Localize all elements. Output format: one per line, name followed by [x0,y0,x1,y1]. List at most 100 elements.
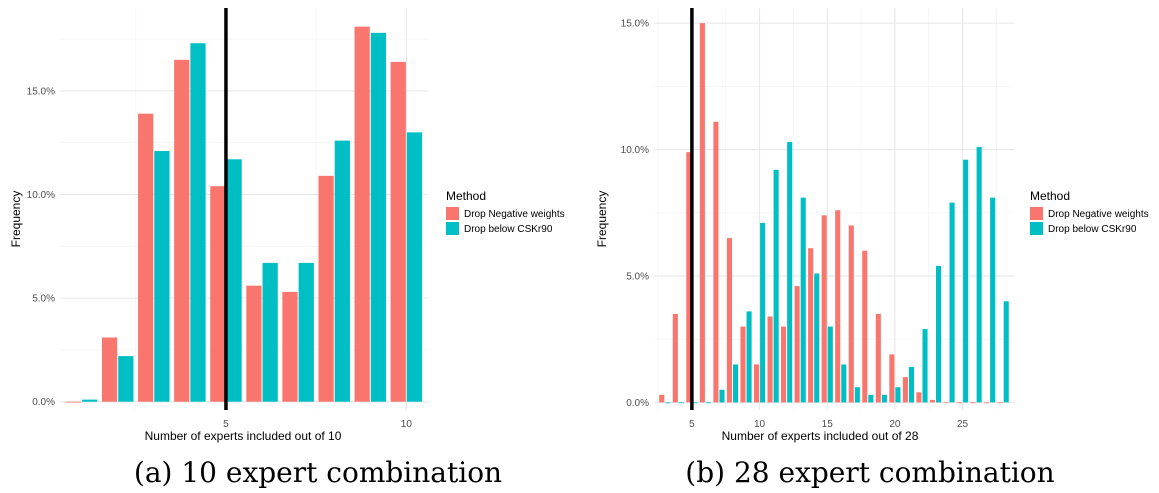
bar-drop-below-cskr90 [868,394,874,403]
legend-swatch-negative-a [446,207,459,220]
bars-b [659,23,1009,404]
grid-b [654,8,1014,410]
bar-drop-negative-weights [753,364,760,403]
bar-drop-negative-weights [65,401,82,403]
bar-drop-below-cskr90 [990,197,996,403]
bar-drop-below-cskr90 [908,367,915,403]
bar-drop-below-cskr90 [406,132,423,402]
legend-title-a: Method [446,189,486,203]
y-tick-label: 5.0% [32,294,55,305]
bar-drop-below-cskr90 [334,140,350,402]
x-tick-label: 25 [957,419,969,430]
legend-label-negative-a: Drop Negative weights [464,209,565,220]
bar-drop-below-cskr90 [814,273,820,403]
caption-b: (b) 28 expert combination [685,456,1054,489]
bar-drop-negative-weights [174,59,190,402]
x-tick-labels-b: 5 10 15 20 25 [689,419,968,430]
bar-drop-negative-weights [997,402,1003,404]
legend-swatch-negative-b [1030,207,1043,220]
bar-drop-negative-weights [929,399,936,403]
legend-a: Method Drop Negative weights Drop below … [446,189,565,235]
x-tick-label: 5 [223,419,229,430]
legend-label-cskr-b: Drop below CSKr90 [1048,224,1137,235]
bar-drop-negative-weights [956,402,963,404]
bar-drop-below-cskr90 [705,402,712,404]
bar-drop-negative-weights [659,394,665,403]
bar-drop-negative-weights [282,291,298,402]
bar-drop-negative-weights [984,402,990,404]
x-tick-label: 20 [889,419,901,430]
x-tick-label: 10 [401,419,413,430]
bar-drop-negative-weights [210,186,226,402]
bar-drop-negative-weights [821,215,827,403]
bar-drop-below-cskr90 [746,311,752,403]
bar-drop-negative-weights [848,225,854,403]
bar-drop-below-cskr90 [154,150,170,402]
bar-drop-below-cskr90 [949,202,955,403]
y-tick-labels-b: 0.0% 5.0% 10.0% 15.0% [621,19,649,409]
bar-drop-below-cskr90 [787,142,793,403]
bar-drop-below-cskr90 [881,394,887,403]
bar-drop-negative-weights [101,337,118,402]
y-tick-label: 15.0% [27,86,55,97]
bar-drop-below-cskr90 [692,402,698,404]
bar-drop-below-cskr90 [895,387,901,403]
bar-drop-negative-weights [246,285,262,402]
bar-drop-negative-weights [672,313,678,403]
bar-drop-below-cskr90 [719,389,725,403]
bar-drop-negative-weights [354,26,370,402]
bar-drop-negative-weights [713,121,719,403]
y-tick-labels-a: 0.0% 5.0% 10.0% 15.0% [27,86,55,408]
y-tick-label: 15.0% [621,19,649,30]
legend-title-b: Method [1030,189,1070,203]
bar-drop-negative-weights [686,152,692,403]
x-tick-label: 5 [689,419,695,430]
bar-drop-below-cskr90 [665,402,671,404]
chart-panel-b: 0.0% 5.0% 10.0% 15.0% 5 10 15 20 25 Number of e… [595,8,1149,489]
bar-drop-negative-weights [862,250,868,403]
bar-drop-below-cskr90 [963,159,969,403]
bar-drop-below-cskr90 [760,222,766,403]
x-axis-title-b: Number of experts included out of 28 [722,429,919,443]
bar-drop-negative-weights [726,238,732,403]
bar-drop-below-cskr90 [922,329,928,403]
legend-swatch-cskr-a [446,222,459,235]
bar-drop-below-cskr90 [800,197,806,403]
bar-drop-negative-weights [902,377,908,403]
bar-drop-negative-weights [970,402,976,404]
bar-drop-negative-weights [889,354,895,403]
bar-drop-negative-weights [781,326,787,403]
bar-drop-below-cskr90 [118,356,134,402]
x-tick-label: 15 [822,419,834,430]
bar-drop-below-cskr90 [827,326,833,403]
legend-swatch-cskr-b [1030,222,1043,235]
legend-b: Method Drop Negative weights Drop below … [1030,189,1149,235]
x-tick-label: 10 [754,419,766,430]
y-tick-label: 0.0% [626,398,649,409]
bar-drop-negative-weights [808,248,814,403]
x-tick-labels-a: 5 10 [223,419,412,430]
bar-drop-below-cskr90 [82,399,98,402]
bar-drop-negative-weights [318,175,334,402]
bar-drop-below-cskr90 [936,265,942,403]
bar-drop-negative-weights [740,326,746,403]
bar-drop-below-cskr90 [841,364,847,403]
bar-drop-below-cskr90 [370,32,387,402]
y-tick-label: 5.0% [626,272,649,283]
bars-a [65,26,423,403]
bar-drop-below-cskr90 [732,364,739,403]
bar-drop-below-cskr90 [678,402,684,404]
legend-label-negative-b: Drop Negative weights [1048,209,1149,220]
legend-label-cskr-a: Drop below CSKr90 [464,224,553,235]
y-tick-label: 10.0% [27,190,55,201]
caption-a: (a) 10 expert combination [134,456,502,489]
bar-drop-below-cskr90 [298,262,314,402]
chart-panel-a: 0.0% 5.0% 10.0% 15.0% 5 10 Number of experts… [9,8,565,489]
y-tick-label: 0.0% [32,397,55,408]
bar-drop-negative-weights [916,392,922,403]
bar-drop-below-cskr90 [976,147,982,403]
bar-drop-below-cskr90 [262,262,278,402]
bar-drop-negative-weights [390,61,406,402]
bar-drop-below-cskr90 [854,387,860,403]
